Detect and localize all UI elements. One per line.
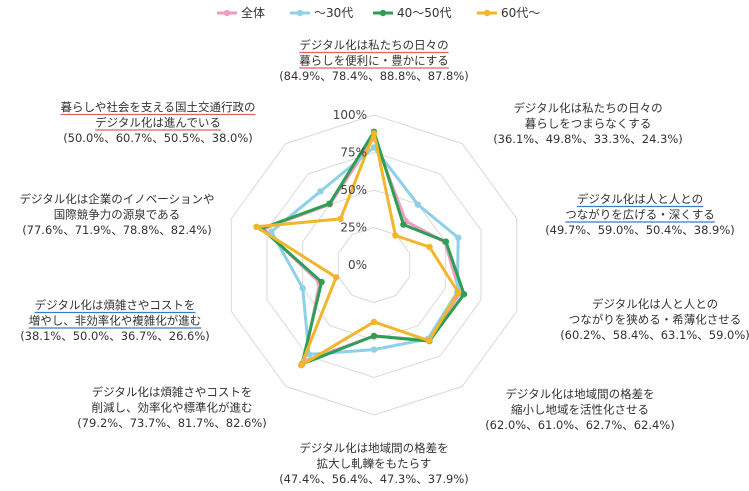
category-label-line: デジタル化は地域間の格差を — [299, 441, 448, 455]
category-label-line: デジタル化は人と人との — [577, 192, 703, 206]
category-label-5: デジタル化は地域間の格差を拡大し軋轢をもたらす(47.4%、56.4%、47.3… — [279, 441, 469, 486]
series-2-point-2 — [442, 238, 450, 245]
category-label-line: 暮らしを便利に・豊かにする — [299, 54, 449, 68]
category-label-7: デジタル化は煩雑さやコストを増やし、非効率化や複雑化が進む(38.1%、50.0… — [20, 298, 210, 343]
series-3-point-5 — [370, 318, 378, 326]
category-label-line: (62.0%、61.0%、62.7%、62.4%) — [485, 418, 675, 432]
series-2-point-9 — [326, 200, 333, 207]
series-1-point-9 — [317, 188, 324, 195]
category-label-line: 増やし、非効率化や複雑化が進む — [29, 314, 202, 328]
grid-ring-2 — [302, 189, 446, 341]
series-1-point-2 — [455, 234, 462, 241]
category-label-line: 拡大し軋轢をもたらす — [317, 457, 432, 471]
category-label-4: デジタル化は地域間の格差を縮小し地域を活性化させる(62.0%、61.0%、62… — [485, 387, 675, 432]
tick-label: 100% — [333, 108, 367, 122]
category-label-line: 国際競争力の源泉である — [54, 208, 180, 222]
category-label-3: デジタル化は人と人とのつながりを狭める・希薄化させる(60.2%、58.4%、6… — [560, 297, 749, 342]
series-3-point-6 — [298, 362, 305, 369]
category-label-8: デジタル化は企業のイノベーションや国際競争力の源泉である(77.6%、71.9%… — [19, 192, 214, 237]
category-label-line: デジタル化は人と人との — [592, 297, 718, 311]
category-label-line: (84.9%、78.4%、88.8%、87.8%) — [279, 69, 469, 83]
series-1-point-5 — [370, 346, 378, 353]
category-label-line: (47.4%、56.4%、47.3%、37.9%) — [279, 472, 469, 486]
series-2-point-5 — [370, 332, 378, 340]
category-label-line: (36.1%、49.8%、33.3%、24.3%) — [493, 132, 683, 146]
series-2-point-1 — [400, 221, 407, 228]
category-label-line: つながりを広げる・深くする — [565, 208, 715, 222]
tick-label: 50% — [340, 183, 367, 197]
series-2-point-7 — [318, 278, 325, 286]
series-3-point-3 — [455, 289, 462, 296]
category-label-line: デジタル化は地域間の格差を — [505, 387, 654, 401]
category-label-6: デジタル化は煩雑さやコストを削減し、効率化や標準化が進む(79.2%、73.7%… — [77, 385, 267, 430]
category-label-line: デジタル化は進んでいる — [95, 116, 221, 130]
tick-label: 25% — [340, 221, 367, 235]
legend: 全体 ～30代 40～50代 60代～ — [217, 5, 540, 20]
series-3-point-1 — [392, 232, 399, 239]
category-label-line: デジタル化は煩雑さやコストを — [92, 385, 253, 399]
legend-marker-1 — [296, 9, 304, 17]
legend-marker-3 — [483, 9, 491, 17]
grid-ring-4 — [230, 114, 518, 416]
legend-item-3: 60代～ — [501, 6, 540, 20]
category-label-line: (60.2%、58.4%、63.1%、59.0%) — [560, 328, 749, 342]
category-labels: デジタル化は私たちの日々の暮らしを便利に・豊かにする(84.9%、78.4%、8… — [19, 38, 749, 486]
series-layer — [253, 128, 468, 369]
radar-grid — [230, 114, 518, 416]
category-label-2: デジタル化は人と人とのつながりを広げる・深くする(49.7%、59.0%、50.… — [545, 192, 735, 237]
category-label-line: 削減し、効率化や標準化が進む — [92, 401, 253, 415]
legend-item-2: 40～50代 — [397, 6, 452, 20]
series-1-point-7 — [299, 285, 306, 292]
series-1-point-8 — [268, 228, 275, 235]
category-label-line: デジタル化は煩雑さやコストを — [35, 298, 196, 312]
category-label-line: (49.7%、59.0%、50.4%、38.9%) — [545, 223, 735, 237]
category-label-line: 暮らしや社会を支える国土交通行政の — [60, 100, 255, 114]
grid-ring-1 — [337, 226, 411, 304]
grid-ring-3 — [266, 151, 482, 379]
category-label-line: 暮らしをつまらなくする — [525, 117, 652, 131]
series-1-point-1 — [414, 201, 422, 208]
category-label-9: 暮らしや社会を支える国土交通行政のデジタル化は進んでいる(50.0%、60.7%… — [60, 100, 255, 145]
category-label-line: (77.6%、71.9%、78.8%、82.4%) — [22, 223, 212, 237]
series-line-1 — [269, 145, 460, 356]
legend-marker-2 — [379, 9, 387, 17]
category-label-0: デジタル化は私たちの日々の暮らしを便利に・豊かにする(84.9%、78.4%、8… — [279, 38, 469, 83]
tick-label: 0% — [348, 258, 367, 272]
category-label-line: (50.0%、60.7%、50.5%、38.0%) — [63, 131, 253, 145]
legend-item-0: 全体 — [241, 5, 265, 20]
category-label-line: デジタル化は私たちの日々の — [513, 101, 662, 115]
series-3-point-7 — [332, 274, 340, 281]
category-label-line: (79.2%、73.7%、81.7%、82.6%) — [77, 416, 267, 430]
category-label-line: (38.1%、50.0%、36.7%、26.6%) — [20, 329, 210, 343]
category-label-line: 縮小し地域を活性化させる — [511, 403, 649, 417]
series-3-point-2 — [426, 243, 433, 251]
series-3-point-8 — [253, 223, 260, 230]
series-3-point-0 — [370, 130, 378, 137]
category-label-line: つながりを狭める・希薄化させる — [569, 313, 742, 327]
tick-label: 75% — [340, 146, 367, 160]
category-label-line: デジタル化は私たちの日々の — [299, 38, 448, 52]
legend-marker-0 — [223, 9, 231, 17]
category-label-line: デジタル化は企業のイノベーションや — [19, 192, 214, 206]
axis-ticks: 0% 25% 50% 75% 100% — [333, 108, 367, 272]
series-3-point-9 — [337, 215, 344, 223]
series-3-point-4 — [425, 337, 433, 344]
legend-item-1: ～30代 — [314, 6, 353, 20]
series-2-point-3 — [460, 291, 468, 298]
category-label-1: デジタル化は私たちの日々の暮らしをつまらなくする(36.1%、49.8%、33.… — [493, 101, 683, 146]
